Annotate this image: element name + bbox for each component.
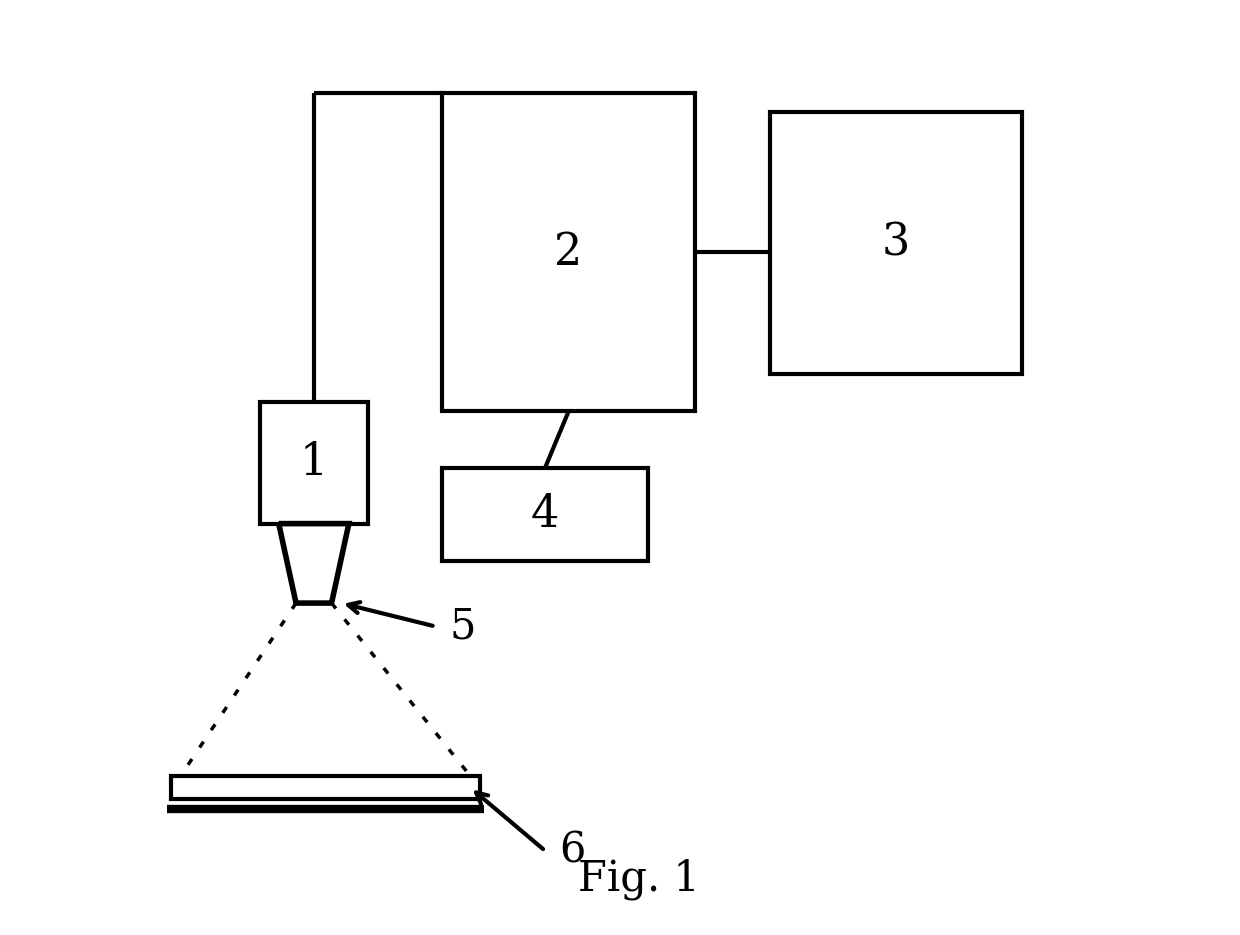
Bar — [171, 776, 480, 799]
Bar — [770, 112, 1022, 374]
Text: 5: 5 — [449, 606, 476, 647]
Text: 6: 6 — [559, 830, 585, 871]
Bar — [443, 468, 649, 561]
Text: Fig. 1: Fig. 1 — [578, 858, 699, 899]
Text: 2: 2 — [554, 231, 583, 274]
Bar — [443, 94, 694, 411]
Text: 1: 1 — [300, 441, 327, 484]
Text: 4: 4 — [531, 493, 559, 536]
Text: 3: 3 — [882, 222, 910, 265]
Bar — [260, 402, 367, 524]
